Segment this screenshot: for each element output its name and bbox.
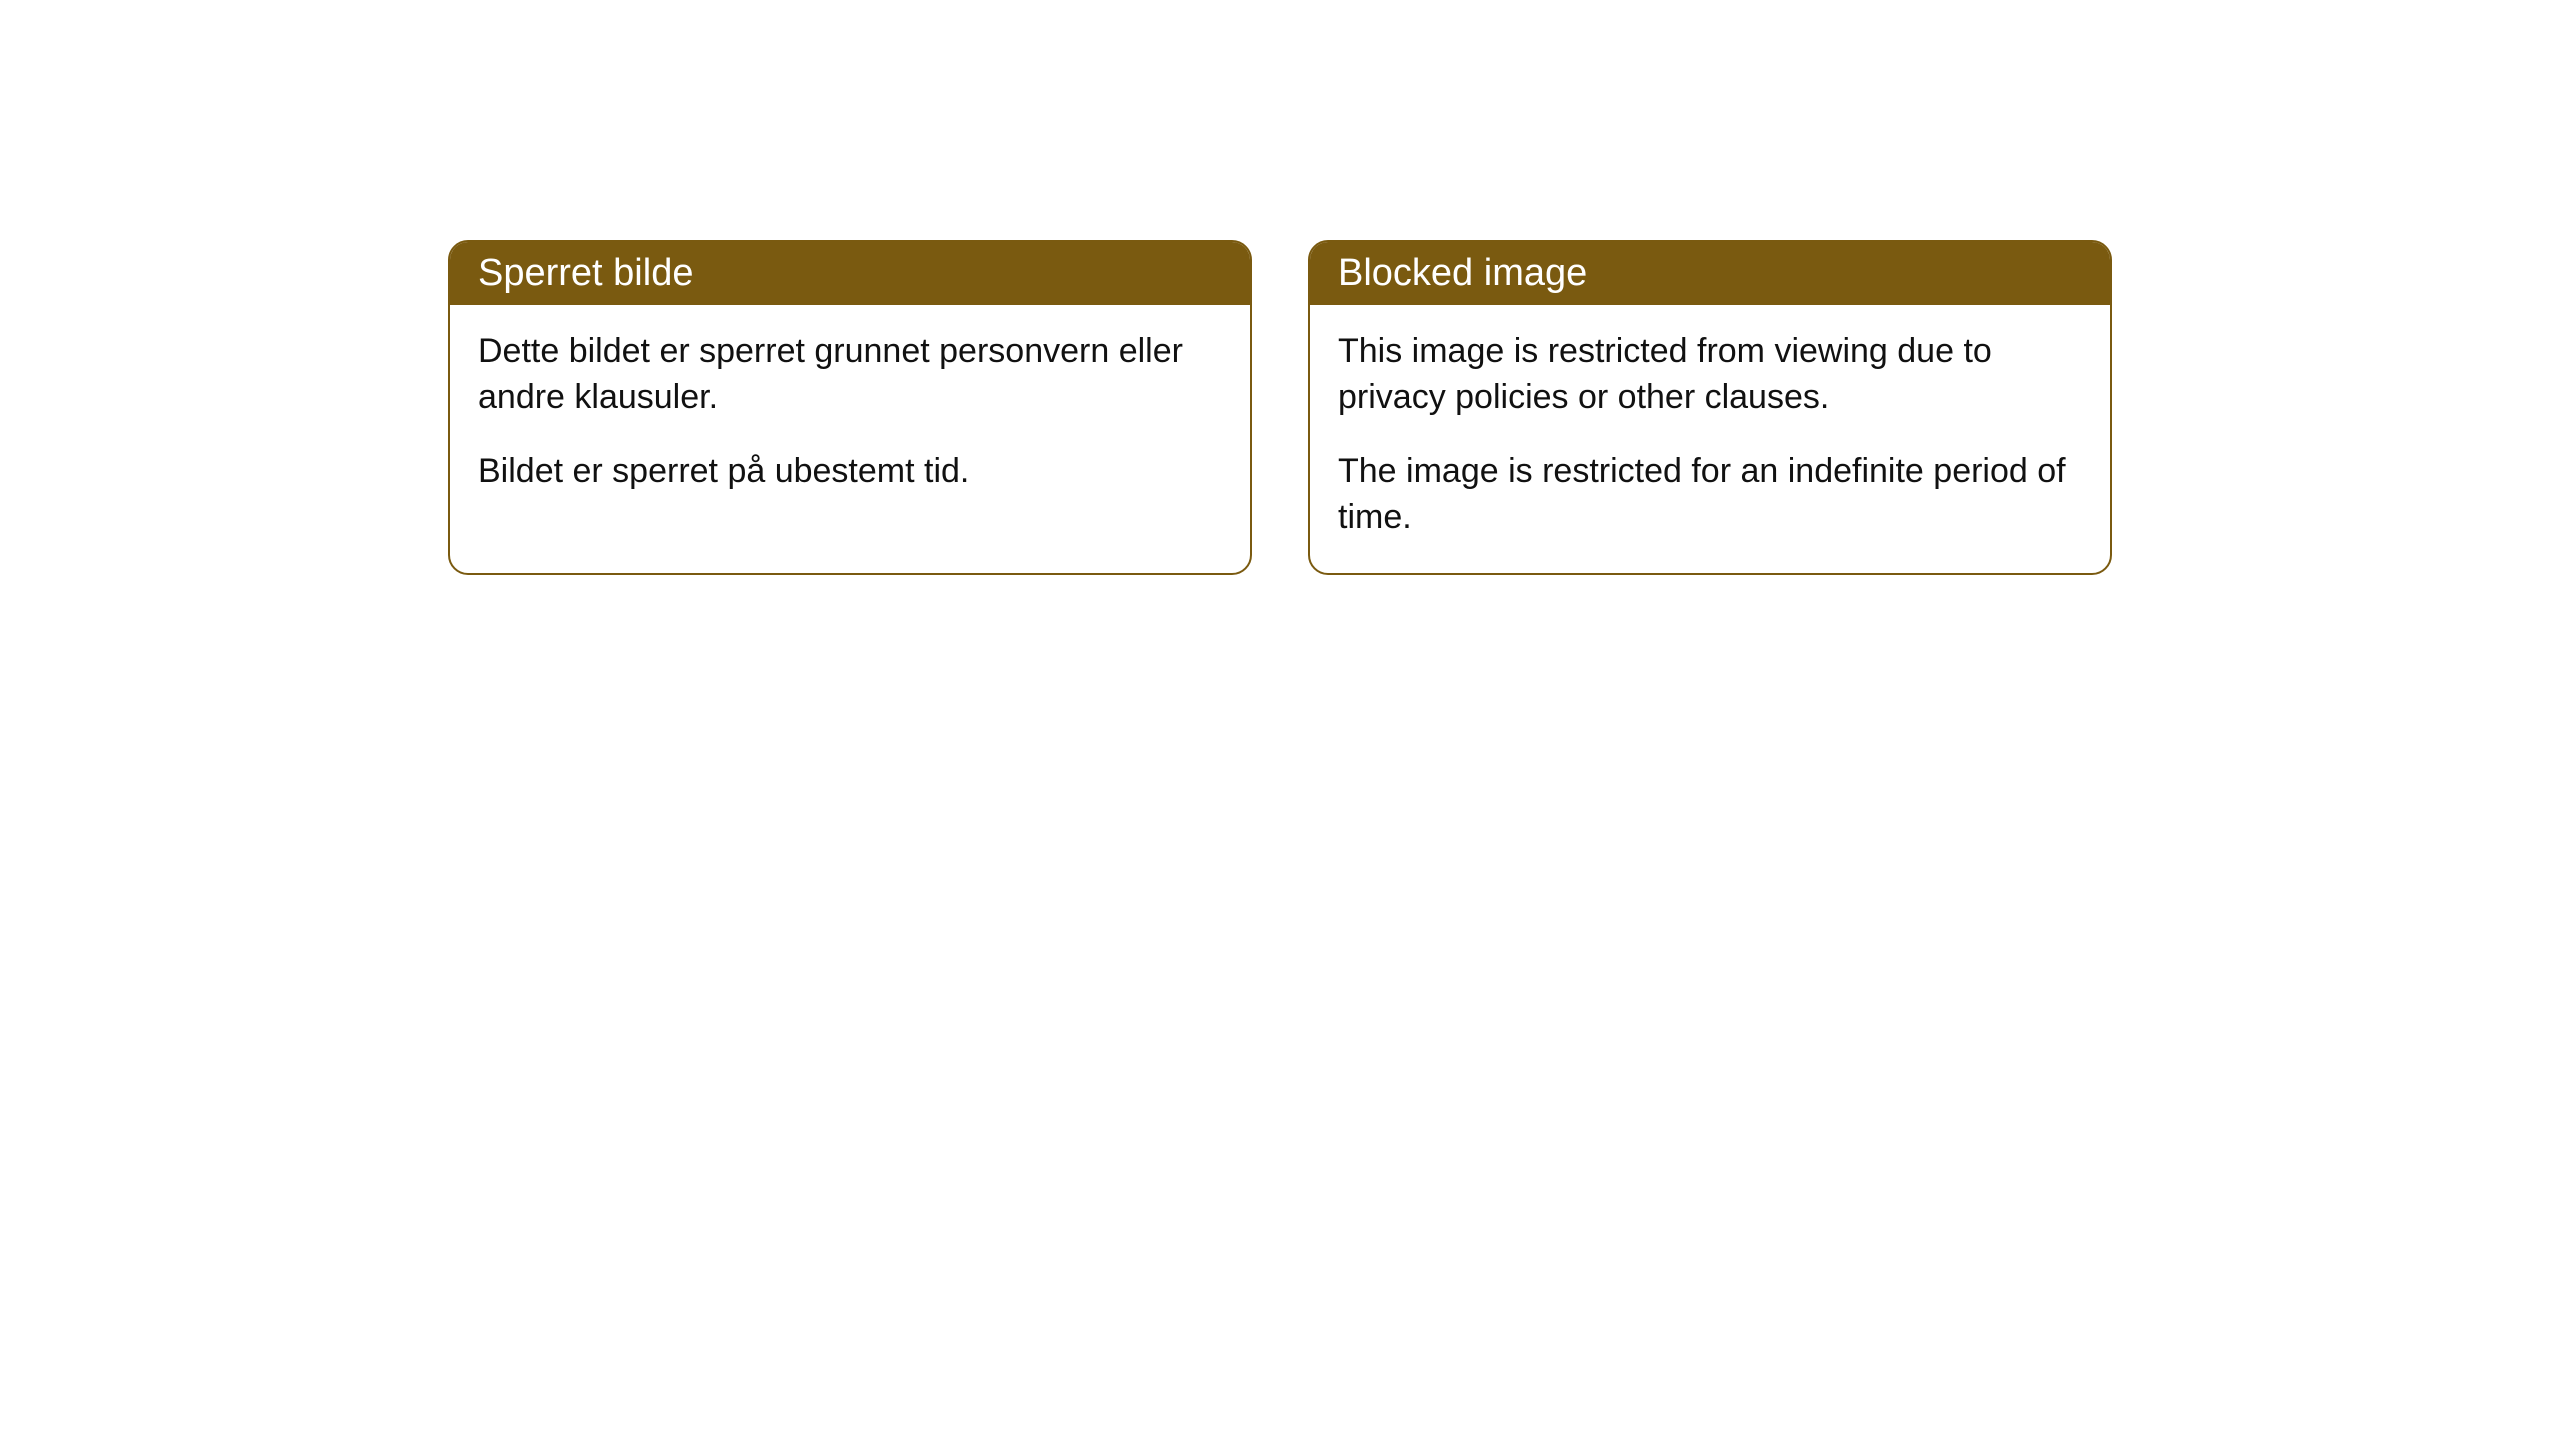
- notice-card-norwegian: Sperret bilde Dette bildet er sperret gr…: [448, 240, 1252, 575]
- notice-paragraph: Bildet er sperret på ubestemt tid.: [478, 449, 1222, 495]
- card-header: Sperret bilde: [450, 242, 1250, 305]
- notice-paragraph: Dette bildet er sperret grunnet personve…: [478, 329, 1222, 421]
- card-body: Dette bildet er sperret grunnet personve…: [450, 305, 1250, 527]
- notice-container: Sperret bilde Dette bildet er sperret gr…: [0, 0, 2560, 575]
- notice-paragraph: This image is restricted from viewing du…: [1338, 329, 2082, 421]
- notice-card-english: Blocked image This image is restricted f…: [1308, 240, 2112, 575]
- notice-paragraph: The image is restricted for an indefinit…: [1338, 449, 2082, 541]
- card-header: Blocked image: [1310, 242, 2110, 305]
- card-body: This image is restricted from viewing du…: [1310, 305, 2110, 573]
